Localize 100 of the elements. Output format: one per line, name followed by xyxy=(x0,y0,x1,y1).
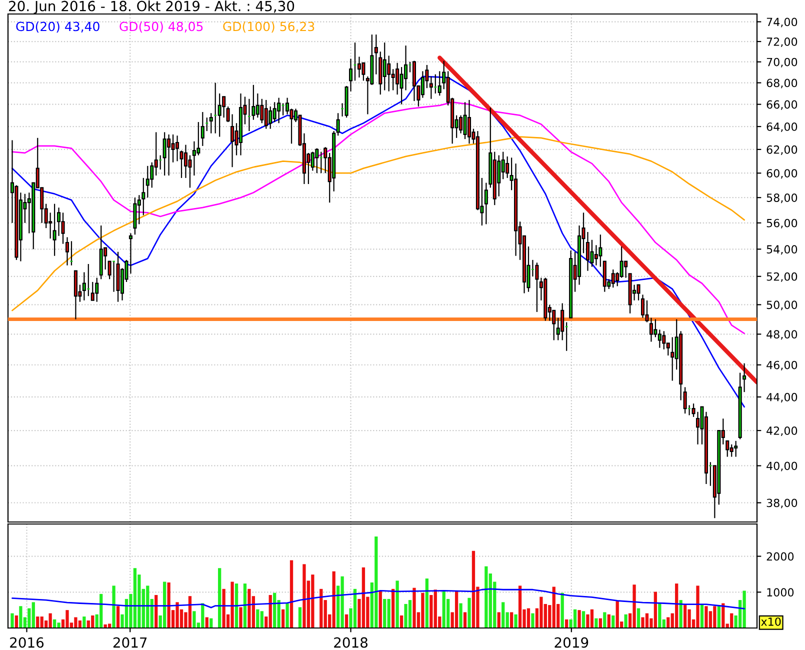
candlestick xyxy=(277,97,281,124)
candlestick xyxy=(95,277,99,302)
bar xyxy=(683,605,687,628)
candlestick xyxy=(184,144,188,178)
bar xyxy=(57,622,60,628)
bar xyxy=(91,615,94,628)
candlestick xyxy=(90,281,94,301)
bar xyxy=(607,614,610,628)
candlestick xyxy=(506,156,510,178)
y-tick-label: 48,00 xyxy=(766,330,798,340)
candlestick xyxy=(336,112,340,136)
bar xyxy=(298,607,302,628)
candlestick xyxy=(586,231,590,272)
bar xyxy=(624,614,628,628)
bar xyxy=(239,607,242,628)
bar xyxy=(302,564,306,628)
y-tick-label: 44,00 xyxy=(766,392,798,402)
bar xyxy=(658,603,662,628)
candlestick xyxy=(154,132,158,176)
y-tick-label: 52,00 xyxy=(766,272,798,282)
candlestick xyxy=(357,56,361,78)
bar xyxy=(36,616,40,628)
x-tick-label: 2016 xyxy=(10,637,44,648)
bar xyxy=(273,592,276,628)
candlestick xyxy=(82,272,86,301)
y-tick-label: 74,00 xyxy=(766,18,798,28)
bar xyxy=(612,615,615,628)
bar xyxy=(408,600,412,628)
y-tick-label: 60,00 xyxy=(766,169,798,179)
bar xyxy=(590,609,594,628)
bar xyxy=(311,574,314,628)
candlestick xyxy=(726,440,730,458)
bar xyxy=(514,614,518,628)
y-tick-label: 58,00 xyxy=(766,194,798,204)
bar xyxy=(454,590,458,628)
x-tick-label: 2018 xyxy=(334,637,368,648)
bar xyxy=(176,602,179,628)
bar xyxy=(374,536,378,628)
candlestick xyxy=(535,262,539,313)
bar xyxy=(205,617,208,628)
candlestick xyxy=(658,329,662,348)
bar xyxy=(10,613,14,628)
bar xyxy=(256,609,260,628)
bar xyxy=(290,560,294,628)
bar xyxy=(383,598,386,628)
candlestick xyxy=(48,212,52,240)
bar xyxy=(560,592,564,628)
bar xyxy=(188,596,192,628)
x-tick-label: 2019 xyxy=(554,637,588,648)
bar xyxy=(286,603,289,628)
line-series xyxy=(12,76,745,408)
candlestick xyxy=(137,194,141,225)
bar xyxy=(40,616,44,628)
candlestick xyxy=(196,121,200,156)
candlestick xyxy=(662,330,666,350)
bar xyxy=(340,576,344,628)
candlestick xyxy=(620,246,624,278)
bar xyxy=(696,586,700,628)
y-tick-label: 62,00 xyxy=(766,145,798,155)
y-tick-label: 50,00 xyxy=(766,300,798,310)
bar xyxy=(472,550,476,628)
candlestick xyxy=(560,302,564,341)
bar xyxy=(396,580,399,628)
bar xyxy=(688,609,691,628)
y-tick-label: 64,00 xyxy=(766,122,798,132)
candlestick xyxy=(264,99,268,130)
candlestick xyxy=(636,284,640,301)
candlestick xyxy=(374,34,378,75)
bar xyxy=(332,571,336,628)
candlestick xyxy=(387,55,391,92)
candlestick xyxy=(734,440,738,458)
bar xyxy=(675,584,678,628)
candlestick xyxy=(52,203,56,256)
bar xyxy=(654,592,658,628)
candlestick xyxy=(484,182,488,225)
candlestick xyxy=(222,96,226,118)
candlestick xyxy=(192,140,196,176)
candlestick xyxy=(683,386,687,414)
bar xyxy=(434,590,437,628)
bar xyxy=(378,590,382,628)
candlestick xyxy=(171,134,175,163)
y-tick-label: 2000 xyxy=(766,552,794,561)
bar xyxy=(82,616,86,628)
candlestick xyxy=(200,111,204,147)
candlestick xyxy=(438,70,442,96)
candlestick xyxy=(467,99,472,144)
chart-title: 20. Jun 2016 - 18. Okt 2019 - Akt. : 45,30 xyxy=(9,0,294,14)
y-tick-label: 38,00 xyxy=(766,498,798,508)
candlestick xyxy=(57,207,61,236)
bar xyxy=(704,606,708,628)
bar xyxy=(540,596,543,628)
candlestick xyxy=(65,236,70,266)
bar xyxy=(353,588,357,628)
bar xyxy=(502,602,505,628)
candlestick xyxy=(382,42,386,91)
bar xyxy=(730,613,734,628)
bar xyxy=(154,595,158,628)
bar xyxy=(230,582,234,628)
bar xyxy=(421,592,424,628)
candlestick xyxy=(268,106,272,130)
